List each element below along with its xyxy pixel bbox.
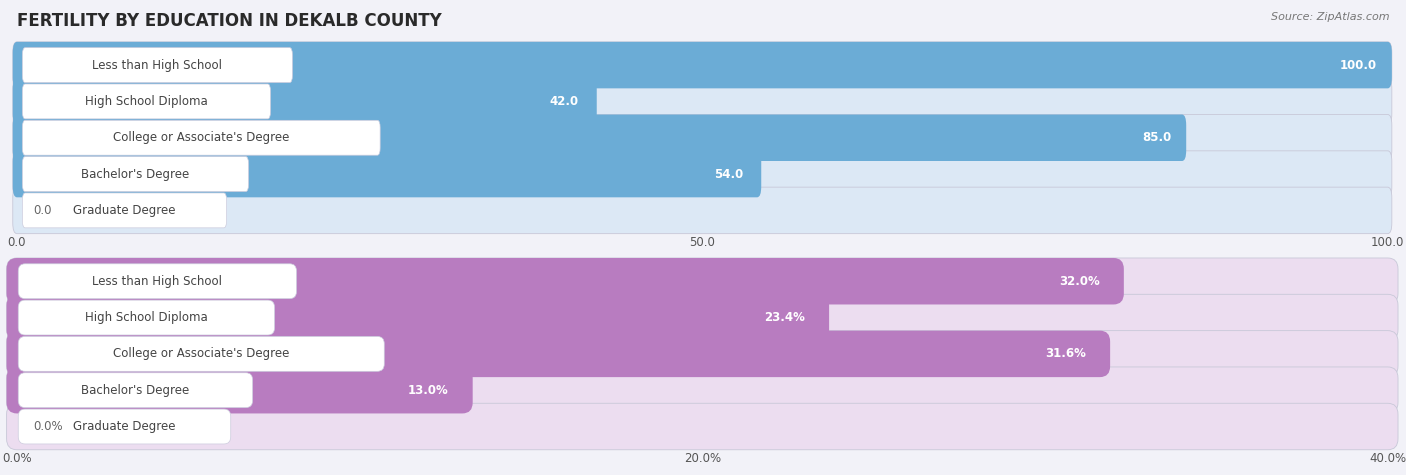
FancyBboxPatch shape	[7, 258, 1398, 304]
FancyBboxPatch shape	[13, 42, 1392, 88]
FancyBboxPatch shape	[7, 367, 472, 413]
FancyBboxPatch shape	[7, 403, 1398, 450]
Text: College or Associate's Degree: College or Associate's Degree	[112, 347, 290, 361]
FancyBboxPatch shape	[18, 373, 253, 408]
FancyBboxPatch shape	[13, 114, 1187, 161]
Text: Graduate Degree: Graduate Degree	[73, 204, 176, 217]
Text: Less than High School: Less than High School	[93, 58, 222, 72]
FancyBboxPatch shape	[18, 336, 384, 371]
Text: 13.0%: 13.0%	[408, 384, 449, 397]
FancyBboxPatch shape	[22, 120, 380, 155]
FancyBboxPatch shape	[7, 294, 830, 341]
FancyBboxPatch shape	[13, 151, 1392, 197]
FancyBboxPatch shape	[13, 187, 1392, 234]
FancyBboxPatch shape	[22, 48, 292, 83]
FancyBboxPatch shape	[13, 78, 596, 124]
FancyBboxPatch shape	[22, 193, 226, 228]
FancyBboxPatch shape	[13, 114, 1392, 161]
Text: Bachelor's Degree: Bachelor's Degree	[82, 384, 190, 397]
FancyBboxPatch shape	[22, 157, 249, 191]
Text: FERTILITY BY EDUCATION IN DEKALB COUNTY: FERTILITY BY EDUCATION IN DEKALB COUNTY	[17, 12, 441, 30]
Text: Less than High School: Less than High School	[93, 275, 222, 288]
Text: High School Diploma: High School Diploma	[84, 95, 208, 108]
FancyBboxPatch shape	[7, 367, 1398, 413]
Text: Bachelor's Degree: Bachelor's Degree	[82, 168, 190, 180]
Text: 42.0: 42.0	[550, 95, 579, 108]
FancyBboxPatch shape	[13, 42, 1392, 88]
Text: Source: ZipAtlas.com: Source: ZipAtlas.com	[1271, 12, 1389, 22]
Text: 54.0: 54.0	[714, 168, 744, 180]
FancyBboxPatch shape	[7, 331, 1398, 377]
FancyBboxPatch shape	[18, 300, 274, 335]
FancyBboxPatch shape	[13, 151, 761, 197]
Text: 23.4%: 23.4%	[765, 311, 806, 324]
Text: College or Associate's Degree: College or Associate's Degree	[112, 131, 290, 144]
FancyBboxPatch shape	[18, 409, 231, 444]
FancyBboxPatch shape	[18, 264, 297, 299]
Text: 100.0: 100.0	[1340, 58, 1376, 72]
FancyBboxPatch shape	[7, 294, 1398, 341]
Text: Graduate Degree: Graduate Degree	[73, 420, 176, 433]
FancyBboxPatch shape	[7, 331, 1111, 377]
Text: 0.0: 0.0	[34, 204, 52, 217]
Text: 85.0: 85.0	[1142, 131, 1171, 144]
FancyBboxPatch shape	[13, 78, 1392, 124]
Text: 0.0%: 0.0%	[34, 420, 63, 433]
FancyBboxPatch shape	[7, 258, 1123, 304]
FancyBboxPatch shape	[22, 84, 270, 119]
Text: 31.6%: 31.6%	[1045, 347, 1087, 361]
Text: 32.0%: 32.0%	[1059, 275, 1099, 288]
Text: High School Diploma: High School Diploma	[84, 311, 208, 324]
